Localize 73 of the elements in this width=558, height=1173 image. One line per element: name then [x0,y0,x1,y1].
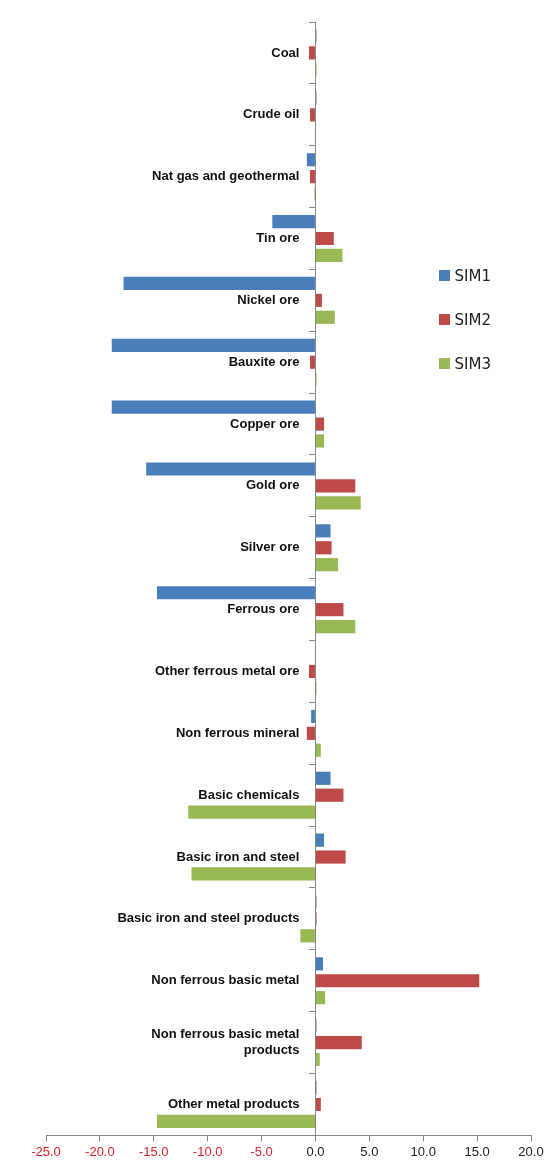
y-tick-label: Crude oil [243,106,300,122]
bar [311,709,315,724]
y-tick-label: Basic iron and steel [176,848,300,864]
bar [315,524,331,538]
y-tick-label: Bauxite ore [228,353,300,369]
legend-label: SIM2 [454,310,491,329]
y-tick-label: Tin ore [256,230,300,246]
legend-label: SIM3 [454,354,491,373]
bar [310,170,315,184]
bar [146,462,315,476]
bar [315,1097,321,1112]
bar [315,231,334,246]
y-tick-label: Non ferrous mineral [175,724,300,740]
bar [315,541,332,555]
y-tick-label: Non ferrous basic metal [151,972,300,988]
bar [315,619,356,634]
x-tick-label: -25.0 [31,1143,61,1159]
y-tick-label: Nat gas and geothermal [152,168,300,184]
bar [306,153,315,167]
y-tick-label: Silver ore [240,539,300,555]
bar [111,338,315,352]
bar [157,586,315,600]
bar [315,850,346,864]
y-tick-label: Non ferrous basic metal products [151,1026,300,1058]
bar [310,355,315,369]
bar [315,558,339,572]
bar [315,603,344,617]
y-tick-label: Basic chemicals [198,786,300,802]
bar [315,1036,362,1050]
y-tick-label: Gold ore [245,477,300,493]
bar [300,929,315,943]
bar [111,400,315,414]
y-tick-label: Coal [271,44,300,60]
y-tick-label: Other metal products [167,1096,300,1112]
x-tick-label: -15.0 [138,1143,169,1159]
bar [315,434,325,448]
y-tick-label: Other ferrous metal ore [154,663,300,679]
bar [272,214,315,229]
x-tick-label: 15.0 [464,1143,490,1159]
y-tick-label: Copper ore [230,415,300,431]
bar [315,310,335,324]
bar [315,788,344,802]
bar [315,496,361,510]
bar [315,248,343,262]
y-tick-label: Nickel ore [237,291,300,307]
bar [315,293,322,307]
y-tick-label: Basic iron and steel products [117,910,300,926]
bar [315,771,331,785]
bar [315,991,326,1005]
bar [315,957,323,971]
legend-label: SIM1 [454,266,491,285]
x-tick-label: 20.0 [518,1143,544,1159]
y-tick-label: Ferrous ore [227,601,300,617]
bar [308,46,315,60]
bar [315,1052,320,1067]
bar [191,867,315,881]
bar [315,833,325,847]
x-tick-label: 0.0 [306,1143,325,1159]
bar [157,1114,315,1128]
x-tick-label: 10.0 [410,1143,436,1159]
bar [315,974,480,988]
x-tick-label: 5.0 [360,1143,379,1159]
bar [310,108,315,122]
x-tick-label: -5.0 [250,1143,273,1159]
bar [123,276,315,291]
bar [315,479,356,493]
x-tick-label: -20.0 [85,1143,115,1159]
bar [315,417,325,431]
x-tick-label: -10.0 [192,1143,223,1159]
bar [308,664,315,679]
bar [306,726,315,740]
bar [315,743,321,757]
bar [188,805,315,819]
